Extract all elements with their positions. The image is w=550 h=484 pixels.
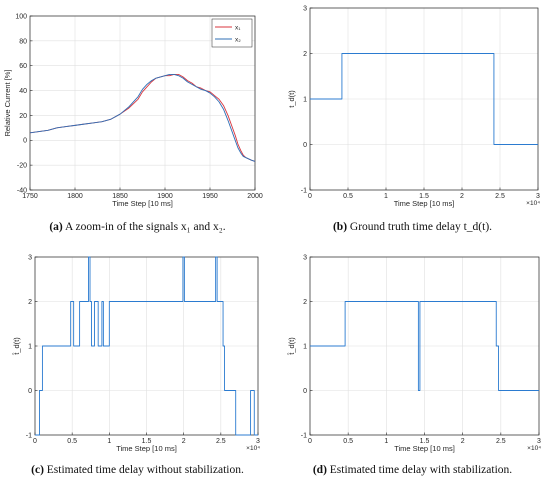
y-tick-label: 2 [303,299,307,306]
y-tick-label: 40 [19,88,27,95]
y-axis-label: Relative Current [%] [3,69,12,136]
y-tick-label: 60 [19,63,27,70]
x-tick-label: 0 [33,438,37,445]
x-tick-label: 0 [308,438,312,445]
y-tick-label: -20 [17,163,27,170]
x-tick-label: 1.5 [142,438,152,445]
x-tick-label: 2 [461,438,465,445]
x-tick-label: 1800 [67,193,83,200]
y-axis-label: t̂_d(t) [287,337,296,356]
x-tick-label: 3 [536,193,540,200]
caption-a: (a) A zoom-in of the signals x₁ and x₂. [0,221,275,233]
x-exponent-label: ×10⁴ [246,445,260,452]
caption-d: (d) Estimated time delay with stabilizat… [275,464,550,476]
caption-c-letter: (c) [31,464,44,476]
y-tick-label: 0 [303,142,307,149]
caption-a-letter: (a) [49,221,63,233]
y-tick-label: 1 [303,343,307,350]
x-exponent-label: ×10⁴ [526,200,540,207]
x-tick-label: 0.5 [67,438,77,445]
y-tick-label: 1 [303,96,307,103]
x-axis-label: Time Step [10 ms] [394,199,455,208]
x-tick-label: 2.5 [216,438,226,445]
x-tick-label: 1.5 [419,193,429,200]
y-tick-label: 3 [28,254,32,261]
y-axis-label: t̂_d(t) [12,337,21,356]
series-line-d [310,301,539,391]
x-tick-label: 2000 [247,193,263,200]
y-tick-label: 0 [303,388,307,395]
x-axis-label: Time Step [10 ms] [116,444,177,453]
x-tick-label: 2.5 [496,438,506,445]
caption-d-letter: (d) [312,464,327,476]
y-tick-label: 0 [28,388,32,395]
y-tick-label: 0 [23,138,27,145]
caption-c-text: Estimated time delay without stabilizati… [46,464,244,476]
x-exponent-label: ×10⁴ [527,445,541,452]
x-tick-label: 0.5 [343,193,353,200]
y-tick-label: 3 [303,254,307,261]
legend-box [211,18,253,48]
x-tick-label: 0.5 [343,438,353,445]
x-tick-label: 1900 [157,193,173,200]
y-tick-label: 80 [19,38,27,45]
legend-label-x1: x₁ [235,24,241,31]
x-tick-label: 1.5 [420,438,430,445]
y-tick-label: 1 [28,343,32,350]
y-tick-label: 2 [303,51,307,58]
caption-c: (c) Estimated time delay without stabili… [0,464,275,476]
y-axis-label: t_d(t) [287,90,296,108]
series-line-x2 [29,73,256,162]
y-tick-label: -1 [26,432,32,439]
y-tick-label: 20 [19,113,27,120]
x-axis-label: Time Step [10 ms] [112,199,173,208]
x-tick-label: 2.5 [495,193,505,200]
legend-label-x2: x₂ [235,36,241,43]
x-tick-label: 0 [308,193,312,200]
y-tick-label: -1 [301,432,307,439]
caption-b-text: Ground truth time delay t_d(t). [349,221,493,233]
caption-b: (b) Ground truth time delay t_d(t). [275,221,550,233]
x-tick-label: 2 [182,438,186,445]
caption-b-letter: (b) [332,221,348,233]
x-tick-label: 1 [107,438,111,445]
x-tick-label: 3 [256,438,260,445]
y-tick-label: -40 [17,187,27,194]
plot-frame [29,15,256,191]
y-tick-label: -1 [301,187,307,194]
y-tick-label: 100 [15,13,27,20]
x-axis-label: Time Step [10 ms] [394,444,455,453]
caption-d-text: Estimated time delay with stabilization. [329,464,513,476]
chart-signals-zoom: 1750 1800 1850 1900 1950 2000 -40 -20 0 20 40 60 80 1… [3,13,263,208]
x-tick-label: 1750 [22,193,38,200]
series-line-c [35,256,258,436]
x-tick-label: 1950 [202,193,218,200]
series-line-x1 [29,73,256,162]
x-tick-label: 1 [384,193,388,200]
x-tick-label: 1850 [112,193,128,200]
x-tick-label: 2 [460,193,464,200]
series-line-b [310,53,538,145]
y-tick-label: 2 [28,299,32,306]
x-tick-label: 1 [384,438,388,445]
y-tick-label: 3 [303,5,307,12]
caption-a-text: A zoom-in of the signals x₁ and x₂. [64,221,226,233]
x-tick-label: 3 [537,438,541,445]
